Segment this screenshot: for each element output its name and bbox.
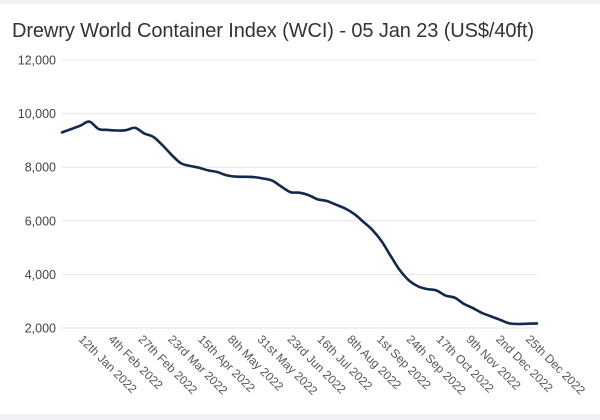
data-point[interactable] xyxy=(287,189,293,195)
data-point[interactable] xyxy=(516,321,522,327)
y-tick-label: 2,000 xyxy=(25,322,56,336)
data-point[interactable] xyxy=(434,288,440,294)
data-point[interactable] xyxy=(479,310,485,316)
data-point[interactable] xyxy=(114,128,120,134)
data-point[interactable] xyxy=(169,152,175,158)
data-point[interactable] xyxy=(488,314,494,320)
y-tick-label: 10,000 xyxy=(18,107,56,121)
data-point[interactable] xyxy=(370,227,376,233)
data-point[interactable] xyxy=(150,134,156,140)
y-axis-tick-labels: 2,000 4,000 6,000 8,000 10,000 12,000 xyxy=(18,54,56,336)
data-point[interactable] xyxy=(388,253,394,259)
data-point[interactable] xyxy=(315,196,321,202)
data-point[interactable] xyxy=(68,126,74,132)
data-point[interactable] xyxy=(406,278,412,284)
data-point[interactable] xyxy=(324,198,330,204)
top-border-strip xyxy=(0,0,600,4)
data-point[interactable] xyxy=(424,286,430,292)
data-point[interactable] xyxy=(507,320,513,326)
bottom-border-strip xyxy=(0,414,600,420)
data-point[interactable] xyxy=(123,127,129,133)
data-point[interactable] xyxy=(278,184,284,190)
data-point[interactable] xyxy=(260,176,266,182)
y-tick-label: 8,000 xyxy=(25,161,56,175)
data-point[interactable] xyxy=(59,129,65,135)
data-point[interactable] xyxy=(397,267,403,273)
data-point[interactable] xyxy=(96,126,102,132)
data-point[interactable] xyxy=(205,167,211,173)
data-point[interactable] xyxy=(132,125,138,131)
data-point[interactable] xyxy=(461,301,467,307)
series-points xyxy=(59,119,540,327)
data-point[interactable] xyxy=(77,123,83,129)
data-point[interactable] xyxy=(306,192,312,198)
data-point[interactable] xyxy=(105,127,111,133)
data-point[interactable] xyxy=(351,211,357,217)
data-point[interactable] xyxy=(379,238,385,244)
data-point[interactable] xyxy=(160,142,166,148)
data-point[interactable] xyxy=(214,169,220,175)
data-point[interactable] xyxy=(534,320,540,326)
series-line-wci xyxy=(60,120,539,326)
data-point[interactable] xyxy=(187,163,193,169)
data-point[interactable] xyxy=(415,284,421,290)
y-tick-label: 4,000 xyxy=(25,268,56,282)
data-point[interactable] xyxy=(196,165,202,171)
data-point[interactable] xyxy=(141,130,147,136)
data-point[interactable] xyxy=(525,321,531,327)
data-point[interactable] xyxy=(342,206,348,212)
y-tick-label: 6,000 xyxy=(25,214,56,228)
data-point[interactable] xyxy=(86,119,92,125)
data-point[interactable] xyxy=(233,174,239,180)
y-tick-label: 12,000 xyxy=(18,54,56,68)
data-point[interactable] xyxy=(360,219,366,225)
chart-title: Drewry World Container Index (WCI) - 05 … xyxy=(12,20,534,42)
data-point[interactable] xyxy=(333,202,339,208)
data-point[interactable] xyxy=(443,293,449,299)
data-point[interactable] xyxy=(498,317,504,323)
data-point[interactable] xyxy=(269,178,275,184)
data-point[interactable] xyxy=(223,172,229,178)
data-point[interactable] xyxy=(297,190,303,196)
data-point[interactable] xyxy=(470,305,476,311)
data-point[interactable] xyxy=(452,295,458,301)
data-point[interactable] xyxy=(242,174,248,180)
data-point[interactable] xyxy=(178,160,184,166)
gridlines xyxy=(62,59,537,329)
data-point[interactable] xyxy=(251,174,257,180)
